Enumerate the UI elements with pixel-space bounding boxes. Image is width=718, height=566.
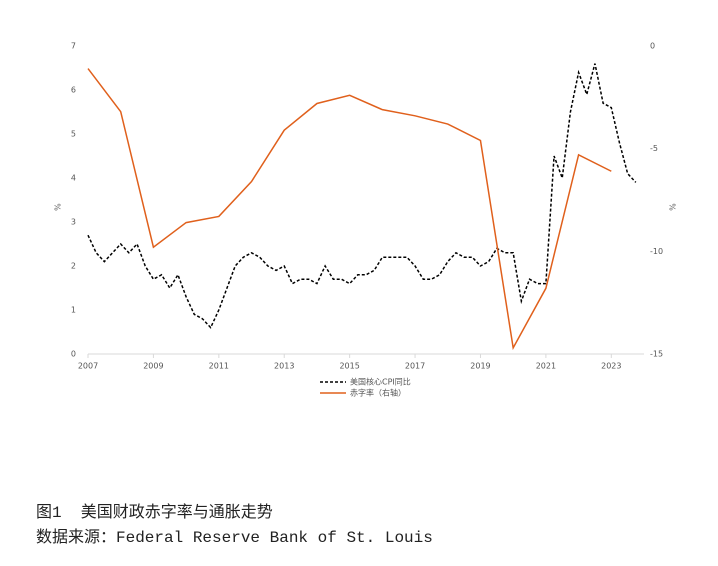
x-tick-label: 2011 — [209, 362, 229, 371]
caption-title: 图1 美国财政赤字率与通胀走势 — [36, 504, 273, 522]
y-tick-label: 6 — [71, 86, 76, 95]
y2-tick-label: -10 — [650, 247, 663, 256]
x-tick-label: 2009 — [143, 362, 163, 371]
y-tick-label: 3 — [71, 218, 76, 227]
y-tick-label: 0 — [71, 350, 76, 359]
chart: % % 0 1 2 3 4 5 6 7 0 -5 -10 -15 2007 2009 2011 2013 201… — [54, 42, 677, 398]
y-tick-label: 1 — [71, 306, 76, 315]
series-line — [87, 63, 637, 329]
x-tick-label: 2015 — [339, 362, 359, 371]
y-tick-label: 7 — [71, 42, 76, 51]
y2-tick-label: 0 — [650, 42, 655, 51]
x-tick-label: 2023 — [601, 362, 621, 371]
x-tick-label: 2017 — [405, 362, 425, 371]
caption-source: 数据来源：Federal Reserve Bank of St. Louis — [36, 529, 433, 547]
y2-tick-label: -15 — [650, 350, 663, 359]
y-tick-label: 2 — [71, 262, 76, 271]
y2-axis-label: % — [668, 203, 677, 211]
y-axis-label: % — [54, 203, 63, 211]
x-tick-label: 2013 — [274, 362, 294, 371]
series-line — [87, 68, 612, 351]
legend-label: 美国核心CPI同比 — [350, 377, 411, 387]
x-tick-label: 2021 — [536, 362, 556, 371]
x-tick-label: 2019 — [470, 362, 490, 371]
y-tick-label: 4 — [71, 174, 76, 183]
legend-label: 赤字率（右轴） — [350, 388, 406, 398]
y-tick-label: 5 — [71, 130, 76, 139]
x-tick-label: 2007 — [78, 362, 98, 371]
y2-tick-label: -5 — [650, 144, 658, 153]
